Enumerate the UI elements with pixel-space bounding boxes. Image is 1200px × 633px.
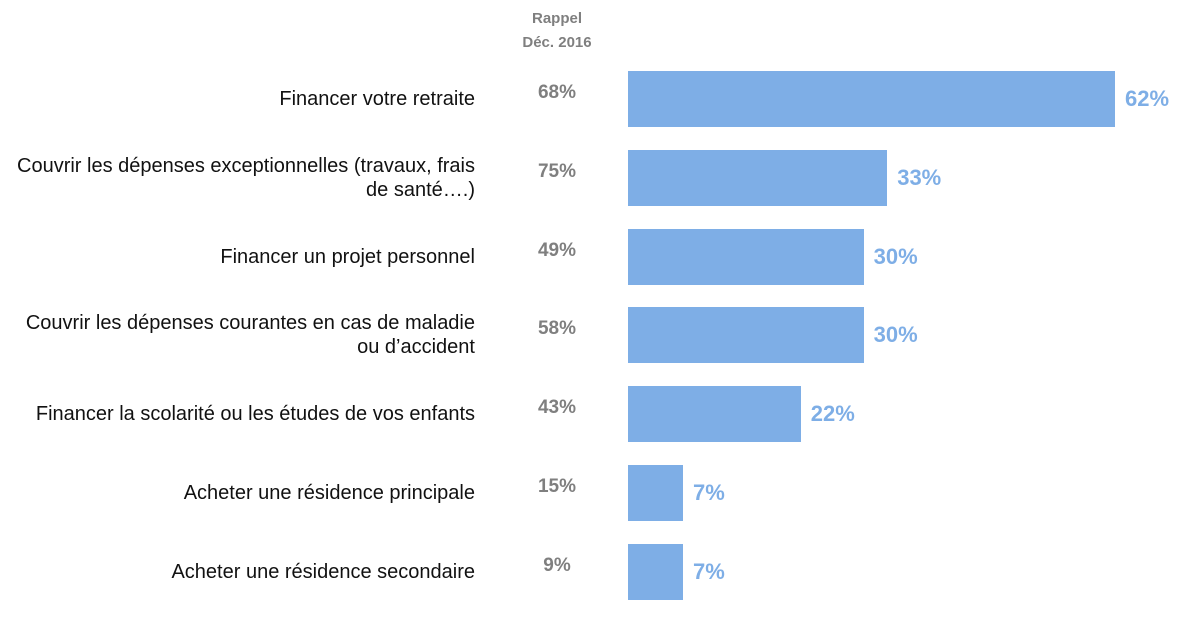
bar xyxy=(628,465,683,521)
bar xyxy=(628,71,1115,127)
bar xyxy=(628,543,683,600)
bar xyxy=(628,386,801,443)
category-label: Acheter une résidence principale xyxy=(183,482,475,504)
value-label: 22% xyxy=(810,401,855,427)
category-label: Financer un projet personnel xyxy=(220,245,475,268)
recall-value: 75% xyxy=(537,160,577,182)
category-label: Couvrir les dépenses courantes en cas de… xyxy=(25,312,475,359)
recall-value: 43% xyxy=(537,397,577,419)
category-label: Acheter une résidence secondaire xyxy=(171,560,475,583)
category-label: Financer la scolarité ou les études de v… xyxy=(35,403,475,426)
recall-header: Déc. 2016 xyxy=(522,34,592,51)
value-label: 7% xyxy=(692,558,725,584)
recall-value: 58% xyxy=(537,318,577,340)
recall-header: Rappel xyxy=(531,10,582,27)
recall-value: 15% xyxy=(537,476,577,497)
value-label: 30% xyxy=(873,243,918,269)
recall-value: 49% xyxy=(537,239,577,261)
bar xyxy=(628,307,864,364)
bar xyxy=(628,149,888,206)
value-label: 62% xyxy=(1125,86,1170,111)
category-label: Couvrir les dépenses exceptionnelles (tr… xyxy=(17,154,475,201)
recall-value: 68% xyxy=(537,82,577,103)
category-label: Financer votre retraite xyxy=(279,88,475,110)
value-label: 7% xyxy=(692,480,725,505)
value-label: 30% xyxy=(873,322,918,348)
bar xyxy=(628,228,864,285)
value-label: 33% xyxy=(897,164,942,190)
recall-value: 9% xyxy=(543,554,571,576)
